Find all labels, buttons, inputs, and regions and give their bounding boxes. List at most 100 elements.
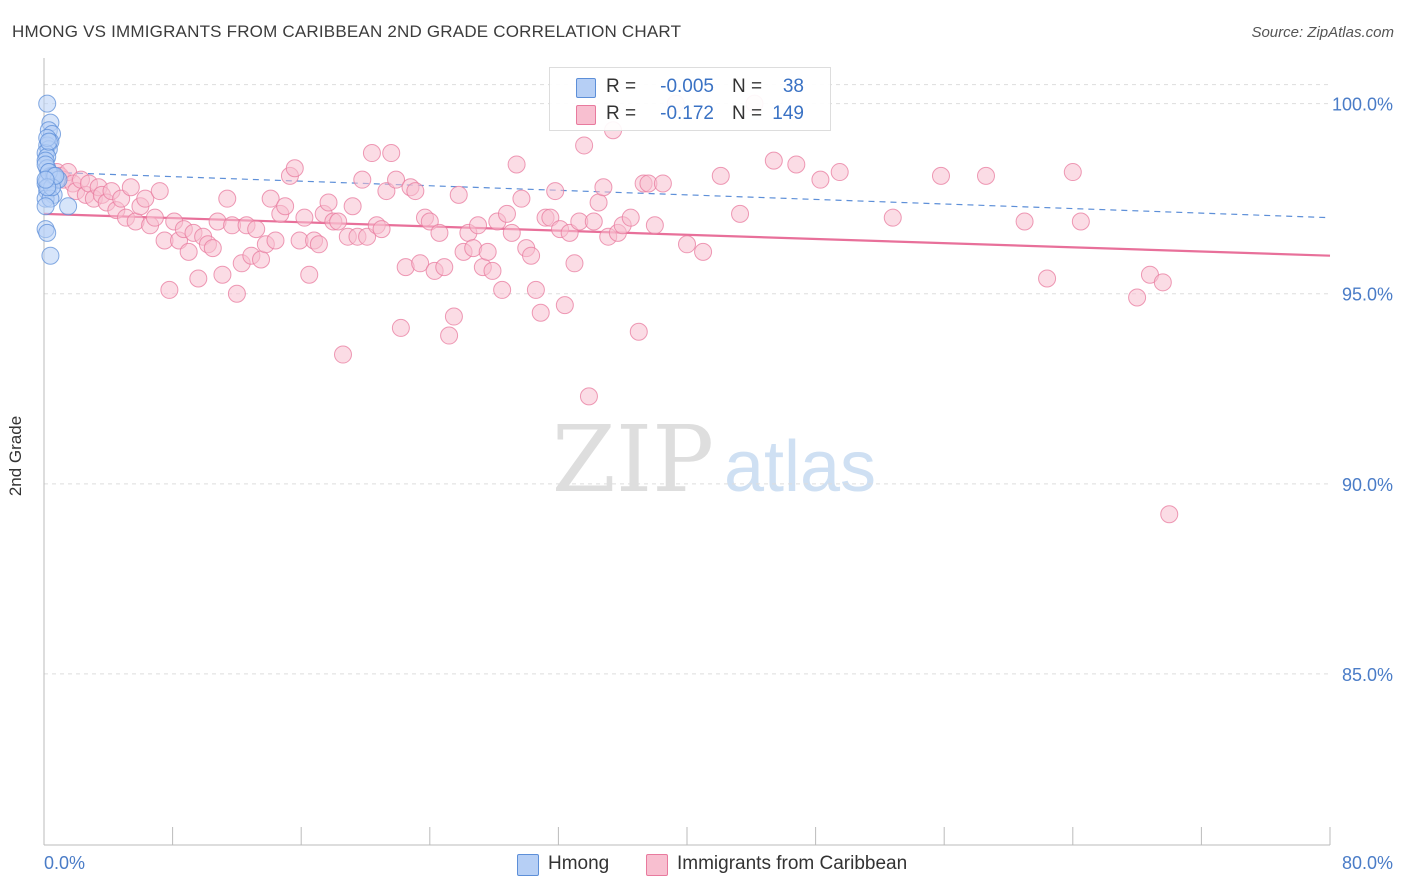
- legend-r-label: R =: [606, 76, 637, 97]
- y-tick-label: 90.0%: [1342, 475, 1393, 495]
- point-caribbean: [252, 250, 271, 269]
- point-caribbean: [1153, 273, 1172, 292]
- series-legend: Hmong Immigrants from Caribbean: [0, 852, 1406, 878]
- legend-swatch-hmong: [517, 854, 539, 876]
- point-caribbean: [435, 258, 454, 277]
- point-caribbean: [502, 223, 521, 242]
- point-caribbean: [136, 189, 155, 208]
- point-hmong: [59, 197, 78, 216]
- stats-legend: R = -0.005 N = 38 R = -0.172 N = 149: [549, 67, 831, 131]
- point-caribbean: [387, 170, 406, 189]
- legend-label-caribbean: Immigrants from Caribbean: [677, 853, 908, 874]
- point-caribbean: [579, 387, 598, 406]
- point-caribbean: [309, 235, 328, 254]
- y-tick-label: 100.0%: [1332, 95, 1393, 115]
- y-tick-label: 85.0%: [1342, 665, 1393, 685]
- point-caribbean: [711, 166, 730, 185]
- point-caribbean: [976, 166, 995, 185]
- point-hmong: [36, 197, 55, 216]
- point-caribbean: [497, 204, 516, 223]
- point-caribbean: [1128, 288, 1147, 307]
- watermark: ZIP atlas: [552, 406, 876, 513]
- point-caribbean: [1160, 505, 1179, 524]
- point-caribbean: [300, 265, 319, 284]
- legend-swatch-caribbean: [646, 854, 668, 876]
- point-caribbean: [372, 220, 391, 239]
- legend-r-value: -0.172: [660, 103, 714, 124]
- point-caribbean: [329, 212, 348, 231]
- point-caribbean: [406, 182, 425, 201]
- point-caribbean: [285, 159, 304, 178]
- point-caribbean: [276, 197, 295, 216]
- point-hmong: [38, 223, 57, 242]
- point-caribbean: [150, 182, 169, 201]
- point-caribbean: [584, 212, 603, 231]
- trend-line-hmong: [43, 171, 1331, 219]
- point-caribbean: [411, 254, 430, 273]
- point-caribbean: [430, 223, 449, 242]
- point-caribbean: [811, 170, 830, 189]
- legend-label-hmong: Hmong: [548, 853, 610, 874]
- legend-row-caribbean: R = -0.172 N = 149: [550, 101, 830, 127]
- point-caribbean: [227, 284, 246, 303]
- point-caribbean: [440, 326, 459, 345]
- point-caribbean: [507, 155, 526, 174]
- point-caribbean: [444, 307, 463, 326]
- watermark-atlas: atlas: [724, 427, 876, 507]
- point-caribbean: [382, 144, 401, 163]
- point-caribbean: [493, 280, 512, 299]
- point-caribbean: [589, 193, 608, 212]
- legend-row-hmong: R = -0.005 N = 38: [550, 74, 830, 100]
- point-caribbean: [512, 189, 531, 208]
- point-caribbean: [295, 208, 314, 227]
- legend-n-value: 38: [782, 76, 804, 97]
- point-caribbean: [1063, 163, 1082, 182]
- point-caribbean: [555, 296, 574, 315]
- point-caribbean: [362, 144, 381, 163]
- point-caribbean: [522, 246, 541, 265]
- point-caribbean: [266, 231, 285, 250]
- point-caribbean: [189, 269, 208, 288]
- point-caribbean: [145, 208, 164, 227]
- point-caribbean: [478, 242, 497, 261]
- y-tick-labels: 85.0% 90.0% 95.0% 100.0%: [1332, 95, 1393, 685]
- point-caribbean: [565, 254, 584, 273]
- point-caribbean: [575, 136, 594, 155]
- point-caribbean: [694, 242, 713, 261]
- legend-n-value: 149: [772, 103, 804, 124]
- point-caribbean: [353, 170, 372, 189]
- point-caribbean: [213, 265, 232, 284]
- grid-lines: [44, 84, 1330, 675]
- legend-swatch-caribbean: [576, 105, 596, 125]
- point-caribbean: [449, 185, 468, 204]
- point-caribbean: [645, 216, 664, 235]
- point-caribbean: [469, 216, 488, 235]
- point-caribbean: [247, 220, 266, 239]
- legend-n-label: N =: [732, 103, 763, 124]
- point-caribbean: [931, 166, 950, 185]
- point-caribbean: [261, 189, 280, 208]
- point-caribbean: [1038, 269, 1057, 288]
- point-caribbean: [594, 178, 613, 197]
- point-caribbean: [653, 174, 672, 193]
- point-caribbean: [179, 242, 198, 261]
- point-caribbean: [1071, 212, 1090, 231]
- point-caribbean: [333, 345, 352, 364]
- point-caribbean: [1015, 212, 1034, 231]
- legend-r-label: R =: [606, 103, 637, 124]
- x-tick-label: 80.0%: [1342, 853, 1393, 873]
- point-caribbean: [218, 189, 237, 208]
- point-caribbean: [319, 193, 338, 212]
- point-caribbean: [526, 280, 545, 299]
- point-caribbean: [531, 303, 550, 322]
- point-caribbean: [343, 197, 362, 216]
- point-hmong: [38, 94, 57, 113]
- legend-swatch-hmong: [576, 78, 596, 98]
- point-caribbean: [883, 208, 902, 227]
- point-caribbean: [629, 322, 648, 341]
- point-caribbean: [764, 151, 783, 170]
- point-caribbean: [678, 235, 696, 254]
- point-caribbean: [160, 280, 179, 299]
- point-caribbean: [121, 178, 140, 197]
